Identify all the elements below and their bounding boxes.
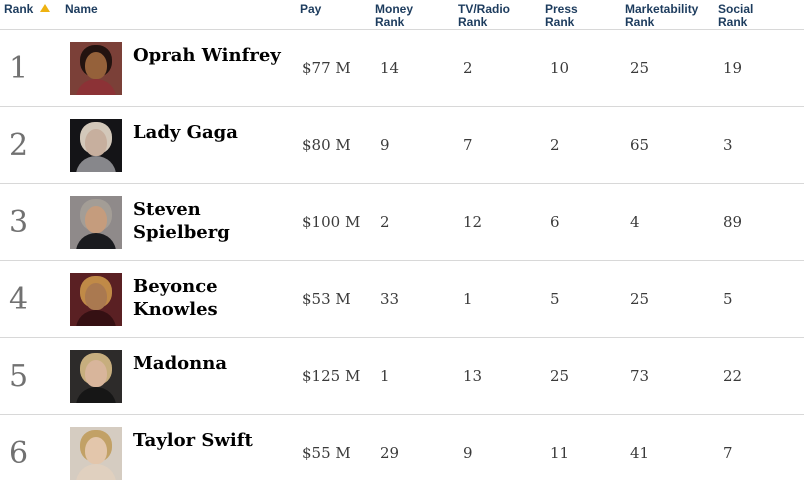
rank-number: 3 (9, 204, 29, 240)
celebrity-name: Oprah Winfrey (133, 45, 281, 66)
celebrity-name: Beyonce Knowles (133, 276, 218, 320)
press-rank-value: 25 (550, 367, 570, 385)
social-rank-value: 3 (723, 136, 733, 154)
tv-radio-rank-value: 13 (463, 367, 483, 385)
money-rank-value: 9 (380, 136, 390, 154)
name-cell: Lady Gaga (65, 107, 300, 183)
table-row: 2 Lady Gaga $80 M 9 7 2 65 3 (0, 107, 804, 184)
rank-number: 4 (9, 281, 29, 317)
name-cell: Oprah Winfrey (65, 30, 300, 106)
sort-ascending-icon (40, 4, 51, 12)
tv-radio-rank-value: 7 (463, 136, 473, 154)
rank-number: 1 (9, 50, 29, 86)
press-rank-value: 11 (550, 444, 570, 462)
rank-number: 2 (9, 127, 29, 163)
photo-face-shape (85, 437, 107, 464)
pay-value: $100 M (302, 213, 361, 231)
money-rank-value: 14 (380, 59, 400, 77)
name-cell: Madonna (65, 338, 300, 414)
table-row: 5 Madonna $125 M 1 13 25 73 22 (0, 338, 804, 415)
table-row: 3 Steven Spielberg $100 M 2 12 6 4 89 (0, 184, 804, 261)
photo-face-shape (85, 52, 107, 79)
table-row: 6 Taylor Swift $55 M 29 9 11 41 7 (0, 415, 804, 483)
photo-face-shape (85, 129, 107, 156)
social-rank-value: 7 (723, 444, 733, 462)
press-rank-value: 6 (550, 213, 560, 231)
name-cell: Steven Spielberg (65, 184, 300, 260)
pay-value: $80 M (302, 136, 351, 154)
photo-face-shape (85, 206, 107, 233)
table-row: 4 Beyonce Knowles $53 M 33 1 5 25 5 (0, 261, 804, 338)
marketability-rank-value: 25 (630, 59, 650, 77)
column-header-rank[interactable]: Rank (0, 0, 65, 29)
column-header-name[interactable]: Name (65, 2, 98, 16)
table-row: 1 Oprah Winfrey $77 M 14 2 10 25 19 (0, 30, 804, 107)
photo-body-shape (76, 464, 116, 480)
photo-body-shape (76, 310, 116, 326)
marketability-rank-value: 4 (630, 213, 640, 231)
pay-value: $77 M (302, 59, 351, 77)
column-header-rank-label: Rank (4, 2, 34, 16)
press-rank-value: 5 (550, 290, 560, 308)
column-header-marketability-rank[interactable]: Marketability Rank (625, 2, 699, 29)
column-header-social-rank[interactable]: Social Rank (718, 2, 754, 29)
money-rank-value: 29 (380, 444, 400, 462)
celebrity-name: Lady Gaga (133, 122, 238, 143)
column-header-tv-radio-rank[interactable]: TV/Radio Rank (458, 2, 511, 29)
pay-value: $53 M (302, 290, 351, 308)
photo-body-shape (76, 156, 116, 172)
celebrity-photo (70, 273, 122, 326)
table-body: 1 Oprah Winfrey $77 M 14 2 10 25 19 2 (0, 30, 804, 483)
photo-face-shape (85, 360, 107, 387)
celebrity-photo (70, 350, 122, 403)
money-rank-value: 33 (380, 290, 400, 308)
rank-number: 5 (9, 358, 29, 394)
pay-value: $125 M (302, 367, 361, 385)
photo-body-shape (76, 387, 116, 403)
photo-body-shape (76, 79, 116, 95)
social-rank-value: 19 (723, 59, 743, 77)
photo-face-shape (85, 283, 107, 310)
tv-radio-rank-value: 9 (463, 444, 473, 462)
rank-number: 6 (9, 435, 29, 471)
tv-radio-rank-value: 12 (463, 213, 483, 231)
name-cell: Taylor Swift (65, 415, 300, 483)
celebrity-name: Madonna (133, 353, 228, 374)
social-rank-value: 89 (723, 213, 743, 231)
money-rank-value: 2 (380, 213, 390, 231)
social-rank-value: 22 (723, 367, 743, 385)
celebrity-name: Steven Spielberg (133, 199, 230, 243)
column-header-press-rank[interactable]: Press Rank (545, 2, 578, 29)
pay-value: $55 M (302, 444, 351, 462)
photo-body-shape (76, 233, 116, 249)
marketability-rank-value: 73 (630, 367, 650, 385)
table-header: Rank Name Pay Money Rank TV/Radio Rank P… (0, 0, 804, 30)
column-header-money-rank[interactable]: Money Rank (375, 2, 414, 29)
press-rank-value: 10 (550, 59, 570, 77)
celebrity-photo (70, 196, 122, 249)
celebrity-photo (70, 427, 122, 480)
marketability-rank-value: 41 (630, 444, 650, 462)
social-rank-value: 5 (723, 290, 733, 308)
celebrity-name: Taylor Swift (133, 430, 253, 451)
celebrity-photo (70, 42, 122, 95)
celebrity-photo (70, 119, 122, 172)
column-header-pay[interactable]: Pay (300, 2, 322, 16)
name-cell: Beyonce Knowles (65, 261, 300, 337)
money-rank-value: 1 (380, 367, 390, 385)
marketability-rank-value: 65 (630, 136, 650, 154)
tv-radio-rank-value: 2 (463, 59, 473, 77)
tv-radio-rank-value: 1 (463, 290, 473, 308)
marketability-rank-value: 25 (630, 290, 650, 308)
press-rank-value: 2 (550, 136, 560, 154)
